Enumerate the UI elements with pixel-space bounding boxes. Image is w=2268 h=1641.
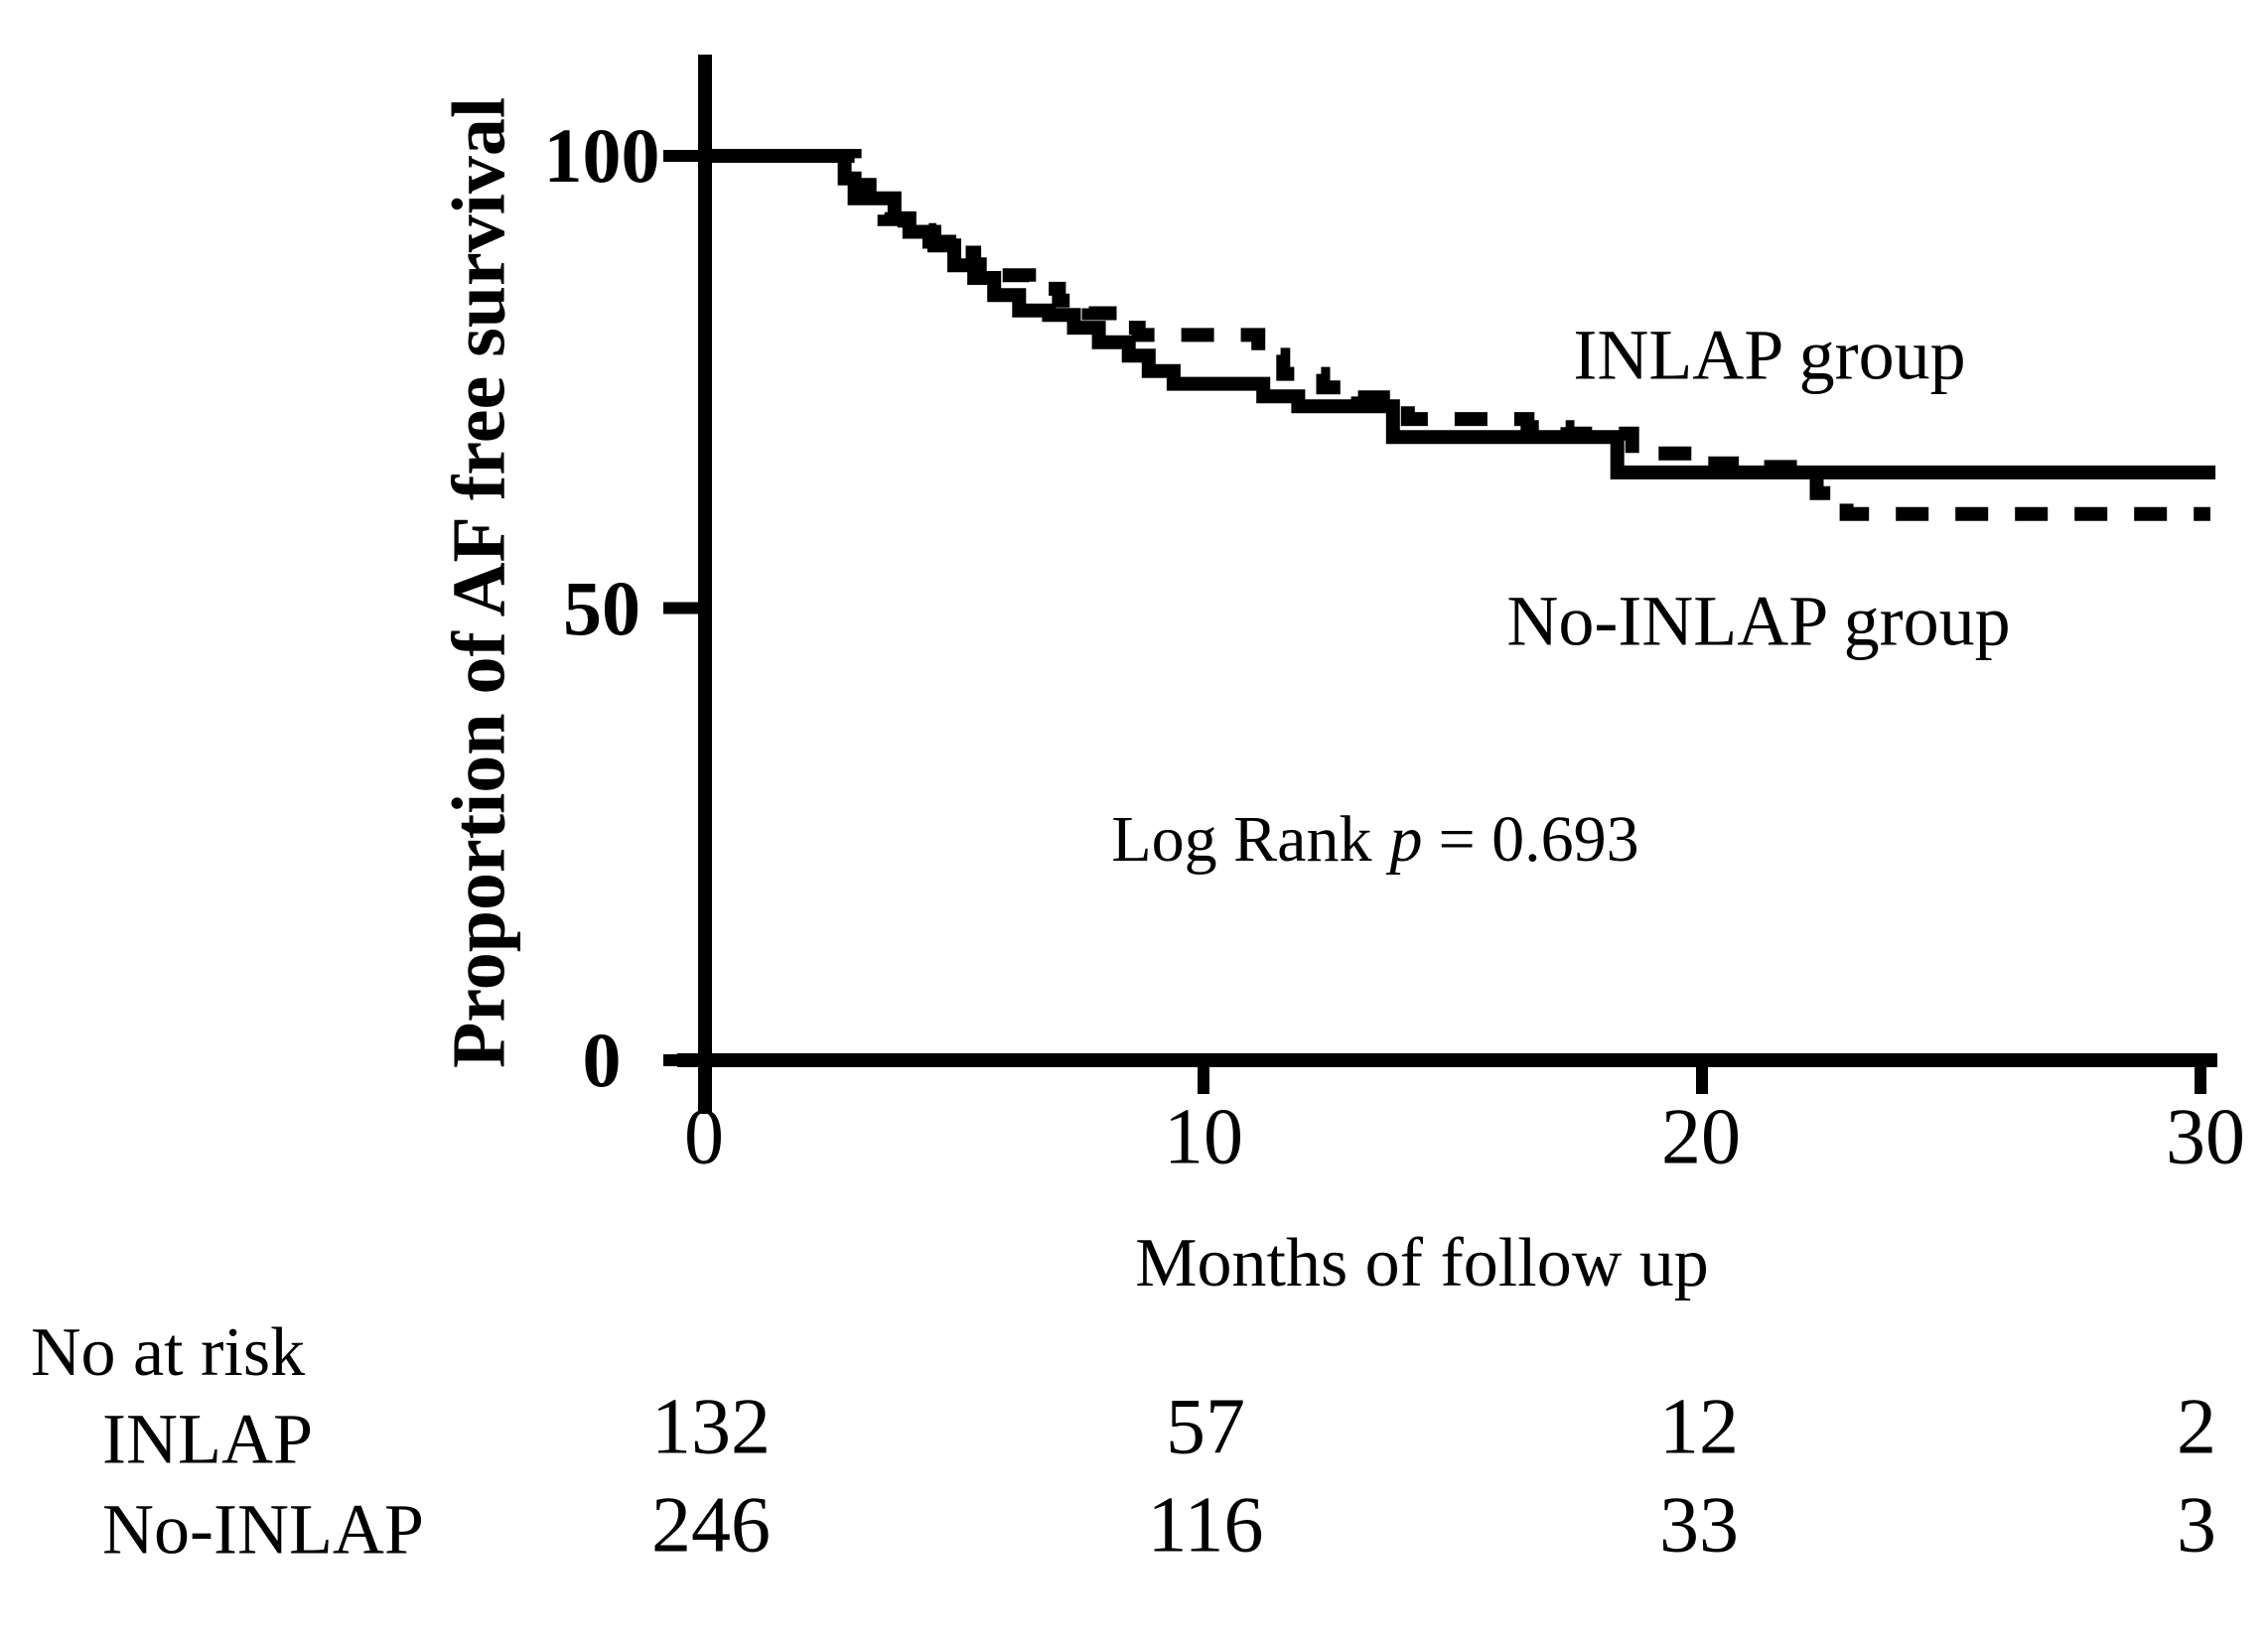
- risk-value: 116: [1147, 1481, 1264, 1570]
- p-symbol: p: [1389, 803, 1423, 876]
- series-label-inlap: INLAP group: [1573, 315, 1966, 395]
- y-tick-label-100: 100: [543, 112, 660, 199]
- risk-value: 2: [2177, 1383, 2216, 1471]
- x-tick-label-10: 10: [1164, 1093, 1243, 1181]
- risk-table-header: No at risk: [31, 1314, 306, 1391]
- risk-value: 57: [1166, 1383, 1245, 1471]
- risk-value: 132: [651, 1383, 771, 1471]
- y-axis-title: Proportion of AF free survival: [437, 96, 521, 1069]
- risk-value: 12: [1659, 1383, 1739, 1471]
- x-tick-label-30: 30: [2166, 1093, 2245, 1181]
- risk-row-label-no-inlap: No-INLAP: [102, 1489, 424, 1570]
- y-tick-label-50: 50: [563, 565, 640, 651]
- log-rank-prefix: Log Rank: [1111, 803, 1372, 876]
- risk-row-label-inlap: INLAP: [102, 1399, 313, 1479]
- x-tick-label-0: 0: [684, 1093, 724, 1181]
- series-label-no-inlap: No-INLAP group: [1506, 581, 2011, 661]
- risk-value: 33: [1659, 1481, 1739, 1570]
- risk-value: 3: [2177, 1481, 2216, 1570]
- kaplan-meier-curve-no-inlap-group: [705, 149, 2210, 521]
- x-axis-title: Months of follow up: [1135, 1225, 1709, 1301]
- y-tick-label-0: 0: [582, 1017, 622, 1103]
- risk-value: 246: [651, 1481, 771, 1570]
- log-rank-annotation: Log Rank p = 0.693: [1111, 802, 1638, 878]
- x-tick-label-20: 20: [1661, 1093, 1741, 1181]
- log-rank-value: = 0.693: [1438, 803, 1639, 876]
